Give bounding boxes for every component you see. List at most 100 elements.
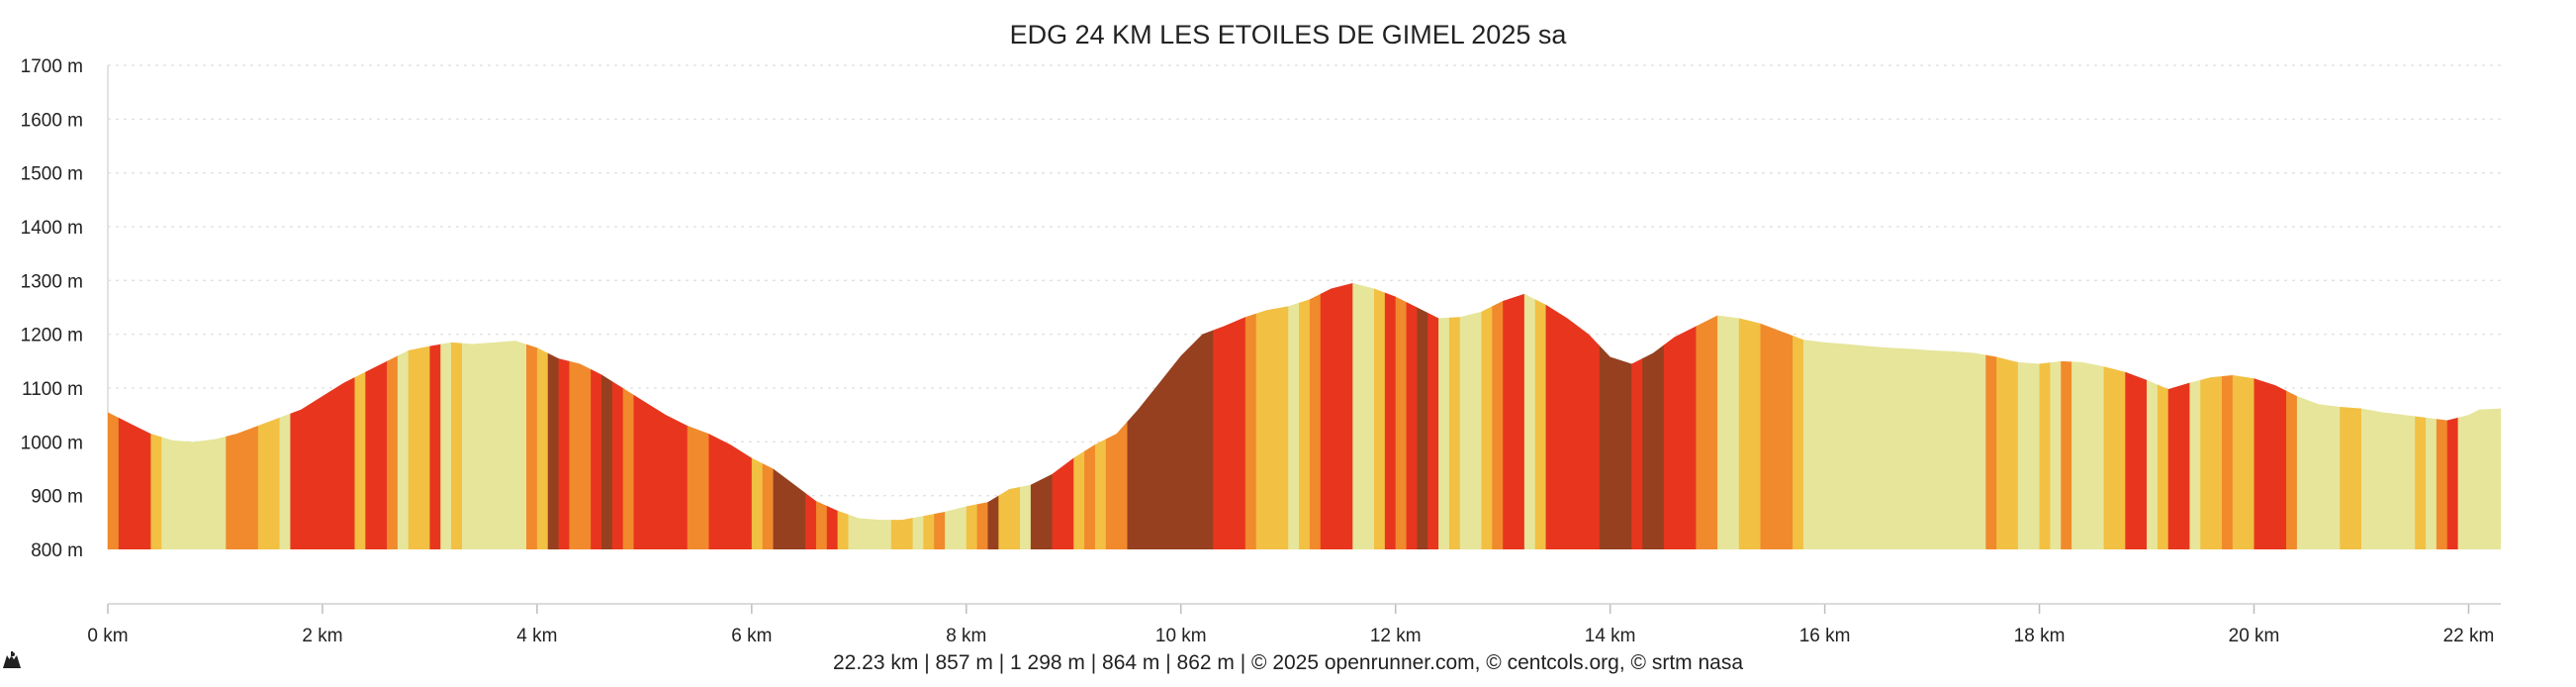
slope-segment-light — [150, 283, 162, 549]
slope-segment-moderate — [2221, 283, 2234, 549]
y-tick-label: 1400 m — [21, 218, 83, 239]
y-tick-label: 1000 m — [21, 433, 83, 453]
slope-segment-gentle — [2050, 283, 2062, 549]
slope-segment-light — [536, 283, 549, 549]
slope-segment-light — [2039, 283, 2052, 549]
separator: | — [992, 651, 1010, 674]
slope-segment-steep — [2125, 283, 2148, 549]
slope-segment-gentle — [1020, 283, 1032, 549]
x-tick-label: 22 km — [2443, 626, 2495, 646]
x-axis-ticks: 0 km 2 km 4 km 6 km 8 km 10 km 12 km 14 km 16 km… — [87, 604, 2494, 646]
slope-segment-steep — [2167, 283, 2191, 549]
slope-segment-moderate — [1105, 283, 1129, 549]
x-tick-label: 10 km — [1155, 626, 1207, 646]
x-tick-label: 18 km — [2014, 626, 2066, 646]
slope-segment-steep — [118, 283, 151, 549]
slope-segment-gentle — [1802, 283, 1986, 549]
slope-segment-gentle — [1717, 283, 1740, 549]
stat-descent: 864 m — [1102, 651, 1160, 674]
slope-segment-moderate — [1084, 283, 1096, 549]
slope-segment-gentle — [1459, 283, 1483, 549]
slope-segment-moderate — [976, 283, 989, 549]
slope-segment-steep — [1384, 283, 1397, 549]
slope-segment-light — [890, 283, 914, 549]
slope-segment-moderate — [108, 283, 120, 549]
slope-segment-very-steep — [773, 283, 806, 549]
slope-segment-gentle — [2457, 283, 2501, 549]
slope-segment-gentle — [2426, 283, 2438, 549]
slope-segment-steep — [1320, 283, 1353, 549]
slope-segment-moderate — [622, 283, 635, 549]
slope-segment-moderate — [815, 283, 828, 549]
x-tick-label: 2 km — [302, 626, 342, 646]
y-tick-label: 1500 m — [21, 164, 83, 185]
slope-segment-moderate — [2061, 283, 2072, 549]
slope-segment-steep — [1427, 283, 1439, 549]
slope-segment-steep — [708, 283, 753, 549]
slope-segment-steep — [1545, 283, 1601, 549]
slope-segment-gentle — [2017, 283, 2041, 549]
slope-segment-light — [1299, 283, 1311, 549]
slope-segment-moderate — [1760, 283, 1794, 549]
slope-segment-gentle — [2071, 283, 2105, 549]
slope-segment-steep — [1406, 283, 1418, 549]
slope-segment-very-steep — [987, 283, 999, 549]
slope-segment-gentle — [461, 283, 527, 549]
slope-segment-light — [998, 283, 1021, 549]
slope-segment-light — [751, 283, 764, 549]
slope-segment-steep — [633, 283, 689, 549]
slope-segment-moderate — [1985, 283, 1997, 549]
slope-segment-moderate — [1696, 283, 1718, 549]
slope-segment-light — [1094, 283, 1107, 549]
x-tick-label: 12 km — [1370, 626, 1422, 646]
separator: | — [1234, 651, 1252, 674]
slope-segment-steep — [365, 283, 388, 549]
slope-segment-moderate — [1492, 283, 1504, 549]
y-tick-label: 1700 m — [21, 56, 83, 77]
slope-segment-gentle — [2296, 283, 2341, 549]
slope-segment-gentle — [397, 283, 410, 549]
slope-segment-gentle — [279, 283, 292, 549]
slope-segment-very-steep — [1030, 283, 1054, 549]
x-tick-label: 16 km — [1799, 626, 1851, 646]
slope-segment-steep — [290, 283, 356, 549]
slope-segment-light — [1374, 283, 1386, 549]
slope-segment-light — [1738, 283, 1762, 549]
slope-segment-gentle — [161, 283, 227, 549]
slope-segment-steep — [1663, 283, 1698, 549]
y-tick-label: 800 m — [31, 540, 83, 561]
slope-segment-light — [2103, 283, 2126, 549]
slope-segment-moderate — [387, 283, 399, 549]
slope-segment-light — [2200, 283, 2223, 549]
stat-ascent: 857 m — [935, 651, 993, 674]
slope-segment-light — [2157, 283, 2169, 549]
slope-segment-light — [2340, 283, 2362, 549]
slope-segment-light — [354, 283, 366, 549]
chart-title: EDG 24 KM LES ETOILES DE GIMEL 2025 sa — [1010, 20, 1568, 49]
slope-segment-moderate — [226, 283, 259, 549]
slope-segment-steep — [826, 283, 839, 549]
slope-segment-steep — [2446, 283, 2459, 549]
slope-segment-moderate — [1309, 283, 1322, 549]
slope-segment-light — [257, 283, 281, 549]
y-tick-label: 1300 m — [21, 271, 83, 292]
stat-min-max: 862 m — [1176, 651, 1235, 674]
slope-segment-light — [966, 283, 978, 549]
slope-segment-moderate — [526, 283, 538, 549]
slope-segment-light — [1448, 283, 1461, 549]
x-tick-label: 0 km — [87, 626, 128, 646]
slope-segments — [108, 283, 2501, 549]
x-tick-label: 4 km — [516, 626, 557, 646]
slope-segment-gentle — [1438, 283, 1450, 549]
x-tick-label: 14 km — [1585, 626, 1636, 646]
slope-segment-light — [1793, 283, 1804, 549]
stat-max-altitude: 1 298 m — [1010, 651, 1085, 674]
slope-segment-very-steep — [1417, 283, 1428, 549]
y-axis-ticks: 800 m 900 m 1000 m 1100 m 1200 m 1300 m 1400 m… — [21, 56, 83, 561]
slope-segment-moderate — [2286, 283, 2298, 549]
slope-segment-gentle — [1523, 283, 1536, 549]
slope-segment-light — [1073, 283, 1085, 549]
slope-segment-light — [1996, 283, 2019, 549]
